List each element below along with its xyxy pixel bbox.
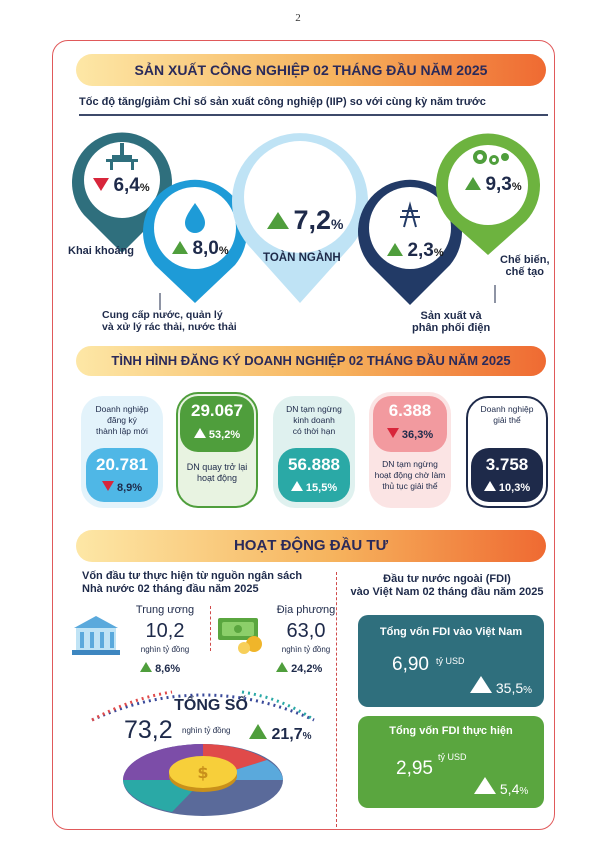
local-value: 63,0 (286, 620, 326, 642)
up-arrow-icon (249, 724, 267, 739)
local-pct: 24,2% (276, 662, 322, 675)
svg-text:$: $ (197, 763, 208, 782)
card-new-label: Doanh nghiệp đăng ký thành lập mới (95, 404, 149, 436)
card-returned-value-box (180, 396, 254, 452)
fdi-realized-unit: tỷ USD (438, 752, 467, 762)
oil-rig-icon (106, 143, 138, 170)
manufacturing-value: 9,3% (465, 174, 522, 196)
fdi-registered-pct: 35,5% (470, 676, 532, 696)
total-pct: 21,7% (249, 724, 312, 744)
down-arrow-icon (386, 428, 399, 438)
card-suspended-value: 56.888 (288, 455, 340, 474)
pin-manufacturing (436, 133, 540, 255)
investment-banner: HOẠT ĐỘNG ĐẦU TƯ (76, 530, 546, 562)
total-label: TOÀN NGÀNH (263, 252, 341, 264)
card-new-value-box (86, 448, 158, 502)
card-dissolved-pct: 10,3% (471, 481, 543, 494)
fdi-registered-value: 6,90 (392, 654, 429, 675)
fdi-realized-value: 2,95 (396, 758, 433, 779)
up-arrow-icon (276, 662, 288, 672)
pin-electricity (358, 179, 462, 305)
mining-label: Khai khoáng (68, 245, 135, 257)
central-value: 10,2 (145, 620, 185, 642)
water-label: Cung cấp nước, quản lý và xử lý rác thải… (102, 309, 237, 333)
section-divider (336, 572, 338, 827)
up-arrow-icon (483, 481, 496, 491)
total-label: TỔNG SỐ (174, 697, 248, 714)
up-arrow-icon (474, 777, 496, 794)
fdi-registered-title: Tổng vốn FDI vào Việt Nam (379, 626, 523, 638)
card-suspended-label: DN tạm ngừng kinh doanh có thời hạn (286, 404, 342, 436)
card-new-value: 20.781 (96, 455, 148, 474)
up-arrow-icon (470, 676, 492, 693)
water-value: 8,0% (172, 238, 229, 260)
manufacturing-label: Chế biến, chế tạo (500, 254, 550, 278)
card-new-pct: 8,9% (86, 481, 158, 494)
down-arrow-icon (101, 481, 114, 491)
up-arrow-icon (172, 241, 188, 254)
fdi-registered-box (358, 615, 544, 707)
power-tower-icon (400, 201, 420, 228)
budget-divider (210, 606, 212, 651)
page-frame (52, 40, 555, 830)
card-pending-label: DN tạm ngừng hoạt động chờ làm thủ tục g… (374, 459, 446, 491)
card-returned-label: DN quay trở lại hoạt động (186, 462, 248, 483)
fdi-title: Đầu tư nước ngoài (FDI) vào Việt Nam 02 … (350, 573, 544, 598)
total-value: 7,2% (267, 205, 343, 236)
money-stack-icon (218, 618, 262, 654)
card-pending-value-box (373, 396, 447, 452)
mining-value: 6,4% (93, 175, 150, 197)
industry-subtitle: Tốc độ tăng/giảm Chỉ số sản xuất công ng… (79, 96, 486, 108)
industry-banner: SẢN XUẤT CÔNG NGHIỆP 02 THÁNG ĐẦU NĂM 20… (76, 54, 546, 86)
up-arrow-icon (387, 243, 403, 256)
card-suspended-value-box (278, 448, 350, 502)
up-arrow-icon (465, 177, 481, 190)
pin-mining (72, 132, 173, 253)
business-banner: TÌNH HÌNH ĐĂNG KÝ DOANH NGHIỆP 02 THÁNG … (76, 346, 546, 376)
up-arrow-icon (140, 662, 152, 672)
fdi-realized-pct: 5,4% (474, 777, 528, 797)
down-arrow-icon (93, 178, 109, 191)
card-dissolved-value: 3.758 (485, 455, 529, 474)
card-pending-value: 6.388 (388, 401, 432, 420)
subtitle-underline (79, 114, 548, 116)
local-unit: nghìn tỷ đồng (281, 645, 331, 654)
total-coin-graphic: $ (91, 690, 315, 816)
total-value: 73,2 (124, 716, 173, 744)
water-drop-icon (185, 203, 205, 233)
card-returned-pct: 53,2% (180, 428, 254, 441)
state-budget-title: Vốn đầu tư thực hiện từ nguồn ngân sách … (82, 570, 303, 595)
electricity-label: Sản xuất và phân phối điện (412, 310, 491, 334)
page-number: 2 (295, 12, 301, 24)
fdi-realized-box (358, 716, 544, 808)
electricity-value: 2,3% (387, 240, 444, 262)
local-label: Địa phương (276, 604, 336, 616)
card-dissolved-value-box (471, 448, 543, 502)
industry-pins (72, 132, 540, 310)
up-arrow-icon (267, 212, 289, 229)
card-returned-value: 29.067 (191, 401, 243, 420)
central-pct: 8,6% (140, 662, 180, 675)
card-dissolved-label: Doanh nghiệp giải thể (480, 404, 534, 425)
central-unit: nghìn tỷ đồng (140, 645, 190, 654)
card-suspended-pct: 15,5% (278, 481, 350, 494)
up-arrow-icon (290, 481, 303, 491)
card-pending-pct: 36,3% (373, 428, 447, 441)
total-unit: nghìn tỷ đồng (182, 726, 231, 735)
dotted-arc (91, 693, 315, 722)
fdi-realized-title: Tổng vốn FDI thực hiện (389, 725, 513, 737)
gears-icon (473, 150, 509, 165)
bank-building-icon (72, 616, 120, 655)
up-arrow-icon (193, 428, 206, 438)
central-label: Trung ương (135, 604, 195, 616)
fdi-registered-unit: tỷ USD (436, 656, 465, 666)
